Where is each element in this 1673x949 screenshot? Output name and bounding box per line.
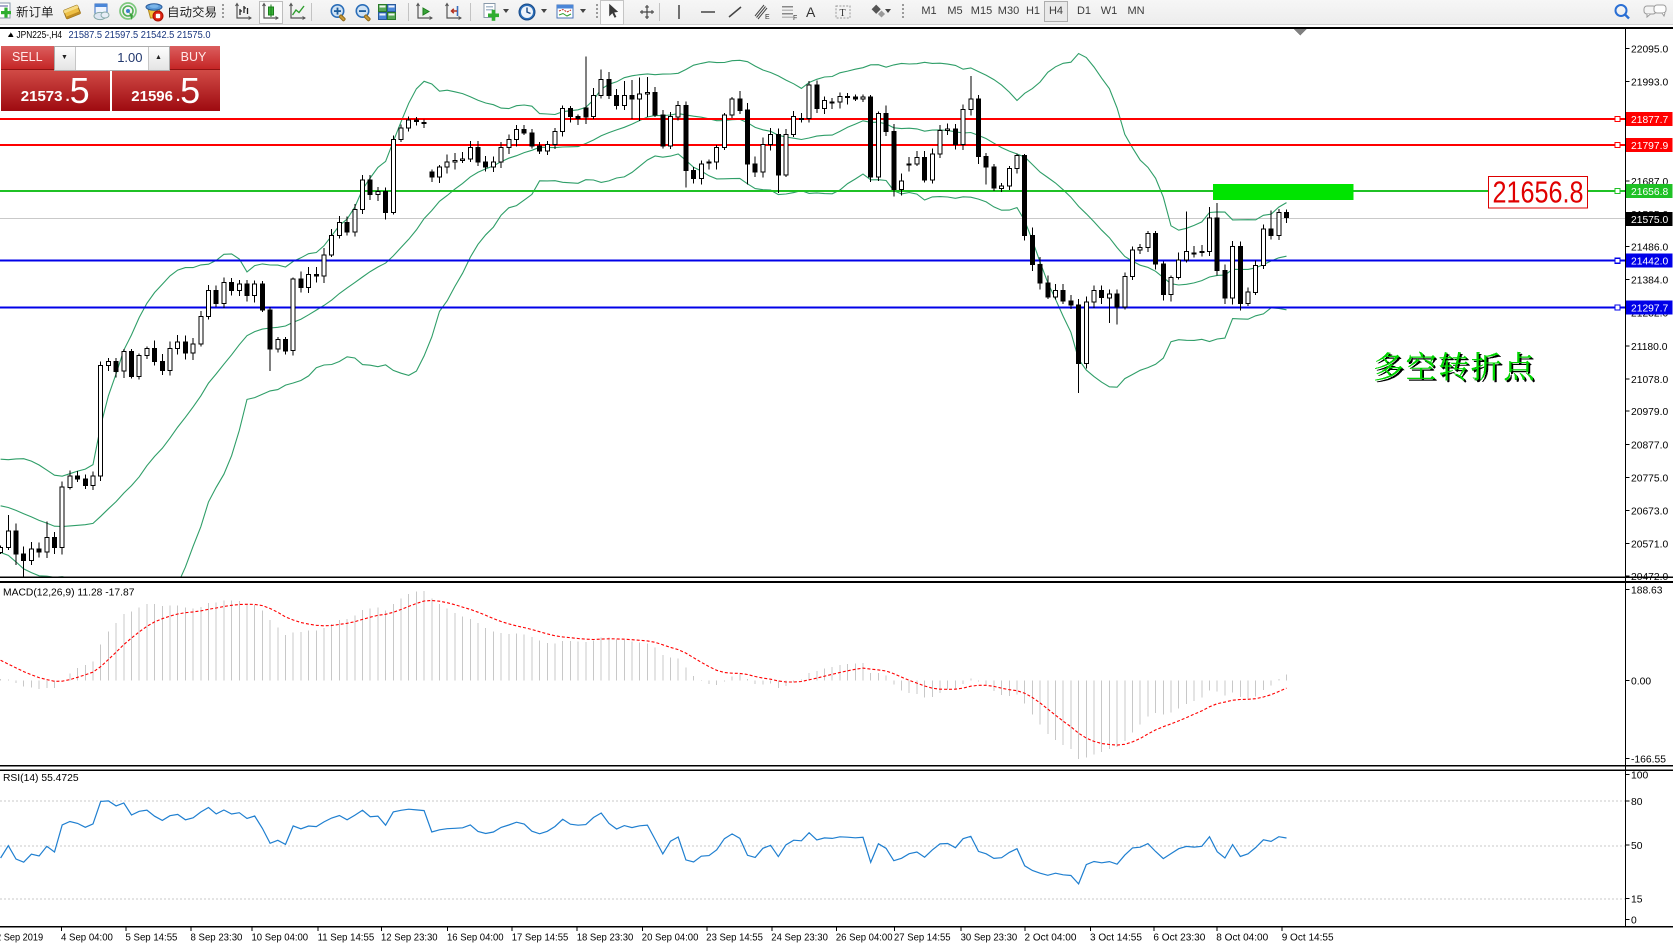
svg-text:8 Oct 04:00: 8 Oct 04:00 bbox=[1216, 933, 1268, 944]
svg-text:T: T bbox=[840, 8, 846, 19]
svg-text:22095.0: 22095.0 bbox=[1631, 45, 1668, 56]
svg-text:21656.8: 21656.8 bbox=[1631, 187, 1668, 198]
svg-text:12 Sep 23:30: 12 Sep 23:30 bbox=[381, 933, 438, 944]
svg-text:24 Sep 23:30: 24 Sep 23:30 bbox=[771, 933, 828, 944]
svg-text:21442.0: 21442.0 bbox=[1631, 257, 1668, 268]
svg-text:21575.0: 21575.0 bbox=[1631, 215, 1668, 226]
svg-text:20571.0: 20571.0 bbox=[1631, 540, 1668, 551]
svg-text:-166.55: -166.55 bbox=[1631, 755, 1666, 766]
svg-text:27 Sep 14:55: 27 Sep 14:55 bbox=[894, 933, 951, 944]
svg-text:21993.0: 21993.0 bbox=[1631, 78, 1668, 89]
svg-text:RSI(14) 55.4725: RSI(14) 55.4725 bbox=[3, 773, 79, 784]
svg-text:JPN225-,H4: JPN225-,H4 bbox=[17, 30, 63, 41]
svg-text:E: E bbox=[765, 14, 770, 21]
svg-text:18 Sep 23:30: 18 Sep 23:30 bbox=[577, 933, 634, 944]
svg-text:80: 80 bbox=[1631, 797, 1643, 808]
svg-text:F: F bbox=[793, 15, 797, 22]
svg-text:21384.0: 21384.0 bbox=[1631, 276, 1668, 287]
svg-text:21656.8: 21656.8 bbox=[1493, 175, 1584, 210]
svg-text:17 Sep 14:55: 17 Sep 14:55 bbox=[512, 933, 569, 944]
svg-text:11 Sep 14:55: 11 Sep 14:55 bbox=[318, 933, 375, 944]
svg-text:20673.0: 20673.0 bbox=[1631, 507, 1668, 518]
svg-text:MACD(12,26,9) 11.28 -17.87: MACD(12,26,9) 11.28 -17.87 bbox=[3, 588, 135, 599]
svg-text:2 Sep 2019: 2 Sep 2019 bbox=[0, 933, 43, 944]
svg-text:5 Sep 14:55: 5 Sep 14:55 bbox=[126, 933, 178, 944]
svg-text:21297.7: 21297.7 bbox=[1631, 304, 1668, 315]
svg-text:8 Sep 23:30: 8 Sep 23:30 bbox=[191, 933, 243, 944]
svg-text:21687.0: 21687.0 bbox=[1631, 177, 1668, 188]
svg-text:30 Sep 23:30: 30 Sep 23:30 bbox=[961, 933, 1018, 944]
svg-text:20 Sep 04:00: 20 Sep 04:00 bbox=[642, 933, 699, 944]
svg-text:20877.0: 20877.0 bbox=[1631, 440, 1668, 451]
svg-text:21486.0: 21486.0 bbox=[1631, 242, 1668, 253]
svg-text:21078.0: 21078.0 bbox=[1631, 375, 1668, 386]
svg-text:20472.0: 20472.0 bbox=[1631, 572, 1668, 583]
svg-text:4 Sep 04:00: 4 Sep 04:00 bbox=[61, 933, 113, 944]
svg-text:23 Sep 14:55: 23 Sep 14:55 bbox=[706, 933, 763, 944]
svg-text:6 Oct 23:30: 6 Oct 23:30 bbox=[1153, 933, 1205, 944]
svg-text:20775.0: 20775.0 bbox=[1631, 473, 1668, 484]
svg-text:21180.0: 21180.0 bbox=[1631, 342, 1668, 353]
svg-text:9 Oct 14:55: 9 Oct 14:55 bbox=[1282, 933, 1334, 944]
svg-text:2 Oct 04:00: 2 Oct 04:00 bbox=[1025, 933, 1077, 944]
svg-text:21797.9: 21797.9 bbox=[1631, 141, 1668, 152]
svg-text:3 Oct 14:55: 3 Oct 14:55 bbox=[1090, 933, 1142, 944]
svg-text:50: 50 bbox=[1631, 841, 1643, 852]
svg-text:16 Sep 04:00: 16 Sep 04:00 bbox=[447, 933, 504, 944]
svg-text:15: 15 bbox=[1631, 895, 1643, 906]
svg-text:21587.5 21597.5 21542.5 21575.: 21587.5 21597.5 21542.5 21575.0 bbox=[69, 30, 212, 41]
svg-text:26 Sep 04:00: 26 Sep 04:00 bbox=[836, 933, 893, 944]
svg-text:21877.7: 21877.7 bbox=[1631, 115, 1668, 126]
svg-text:10 Sep 04:00: 10 Sep 04:00 bbox=[252, 933, 309, 944]
svg-text:0.00: 0.00 bbox=[1631, 676, 1651, 687]
svg-text:0: 0 bbox=[1631, 916, 1637, 927]
svg-text:188.63: 188.63 bbox=[1631, 586, 1663, 597]
svg-text:20979.0: 20979.0 bbox=[1631, 407, 1668, 418]
svg-text:100: 100 bbox=[1631, 771, 1648, 782]
